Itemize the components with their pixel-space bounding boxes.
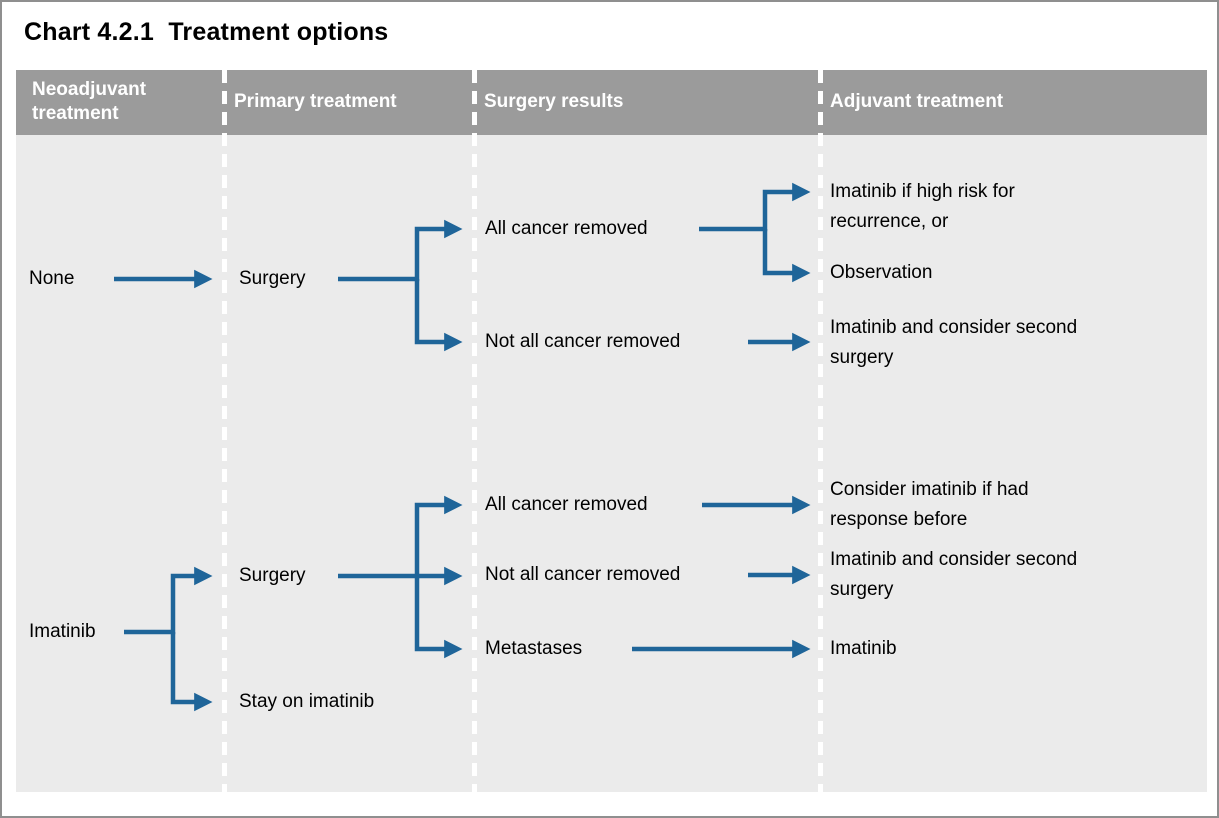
node-neoadjuvant-none: None [29,268,75,289]
column-header-adjuvant: Adjuvant treatment [830,91,1004,112]
column-divider-3 [818,70,823,792]
column-header-bar [16,70,1207,135]
column-header-primary: Primary treatment [234,91,397,112]
node-all-cancer-removed-2: All cancer removed [485,494,648,515]
node-adjuvant-second-surgery-1: Imatinib and consider second surgery [830,317,1078,368]
node-adjuvant-imatinib: Imatinib [830,638,897,659]
chart-title: Chart 4.2.1 Treatment options [24,18,389,46]
node-metastases: Metastases [485,638,583,659]
node-not-all-cancer-removed-2: Not all cancer removed [485,564,681,585]
node-adjuvant-consider-imatinib: Consider imatinib if had response before [830,479,1029,530]
node-adjuvant-second-surgery-2: Imatinib and consider second surgery [830,549,1078,600]
column-header-surgery-results: Surgery results [484,91,624,112]
node-primary-surgery-1: Surgery [239,268,306,289]
flowchart-area: Neoadjuvant treatment Primary treatment … [16,70,1207,792]
column-header-neoadjuvant: Neoadjuvant treatment [32,79,147,124]
node-not-all-cancer-removed-1: Not all cancer removed [485,331,681,352]
node-adjuvant-imatinib-high-risk: Imatinib if high risk for recurrence, or [830,181,1015,232]
column-divider-1 [222,70,227,792]
node-adjuvant-observation: Observation [830,262,933,283]
node-all-cancer-removed-1: All cancer removed [485,218,648,239]
node-primary-surgery-2: Surgery [239,565,306,586]
node-primary-stay-on-imatinib: Stay on imatinib [239,691,375,712]
column-divider-2 [472,70,477,792]
node-neoadjuvant-imatinib: Imatinib [29,621,96,642]
